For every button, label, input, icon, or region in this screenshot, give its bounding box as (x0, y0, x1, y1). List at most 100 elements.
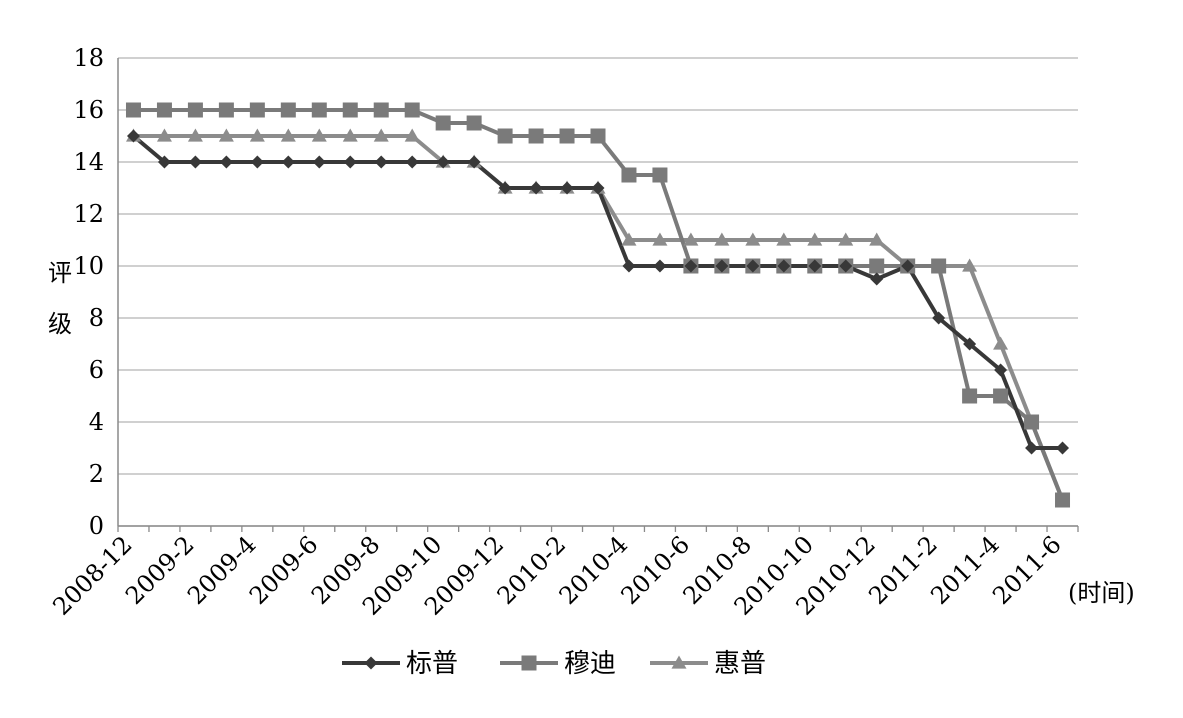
triangle-marker (404, 128, 420, 142)
diamond-marker (994, 363, 1008, 377)
square-marker (521, 655, 537, 671)
diamond-marker (1056, 441, 1070, 455)
legend-label: 惠普 (714, 649, 766, 679)
square-marker (528, 128, 544, 144)
x-tick-label: 2009-2 (120, 530, 200, 610)
triangle-marker (962, 258, 978, 272)
diamond-marker (126, 129, 140, 143)
x-tick-label: 2010-2 (492, 530, 572, 610)
axes (117, 58, 1079, 532)
square-marker (621, 167, 637, 183)
square-marker (652, 167, 668, 183)
diamond-marker (467, 155, 481, 169)
triangle-marker (838, 232, 854, 246)
grid-lines (118, 57, 1078, 527)
square-marker (1055, 492, 1071, 508)
x-tick-label: 2010-6 (616, 530, 696, 610)
y-axis-title-char-1: 评 (48, 259, 72, 287)
legend-label: 穆迪 (564, 649, 616, 679)
diamond-marker (653, 259, 667, 273)
square-marker (187, 102, 203, 118)
y-tick-label: 8 (89, 304, 104, 332)
diamond-marker (963, 337, 977, 351)
diamond-marker (343, 155, 357, 169)
y-tick-label: 4 (89, 408, 104, 436)
triangle-marker (776, 232, 792, 246)
square-marker (373, 102, 389, 118)
diamond-marker (591, 181, 605, 195)
diamond-marker (932, 311, 946, 325)
x-tick-label: 2009-6 (244, 530, 324, 610)
y-tick-label: 16 (73, 96, 104, 124)
diamond-marker (839, 259, 853, 273)
x-tick-label: 2011-6 (987, 530, 1067, 610)
triangle-marker (311, 128, 327, 142)
y-tick-label: 10 (73, 252, 104, 280)
square-marker (435, 115, 451, 131)
square-marker (869, 258, 885, 274)
triangle-marker (671, 655, 687, 669)
x-tick-label: 2008-12 (47, 530, 137, 620)
y-tick-labels: 0 2 4 6 8 10 12 14 16 18 (73, 44, 104, 540)
diamond-marker (777, 259, 791, 273)
series-line (133, 108, 1065, 501)
triangle-marker (373, 128, 389, 142)
square-marker (962, 388, 978, 404)
legend-label: 标普 (406, 649, 458, 679)
diamond-marker (622, 259, 636, 273)
x-tick-label: 2009-4 (182, 530, 262, 610)
triangle-marker (714, 232, 730, 246)
diamond-marker (374, 155, 388, 169)
triangle-marker (869, 232, 885, 246)
diamond-marker (560, 181, 574, 195)
square-marker (342, 102, 358, 118)
square-marker (249, 102, 265, 118)
y-tick-label: 12 (73, 200, 104, 228)
diamond-marker (157, 155, 171, 169)
diamond-marker (901, 259, 915, 273)
triangle-marker (993, 336, 1009, 350)
triangle-marker (745, 232, 761, 246)
diamond-marker (684, 259, 698, 273)
y-axis-title-char-2: 级 (48, 310, 72, 338)
triangle-marker (156, 128, 172, 142)
diamond-marker (870, 272, 884, 286)
square-marker (218, 102, 234, 118)
x-tick-label: 2011-4 (925, 530, 1005, 610)
diamond-marker (364, 656, 378, 670)
x-tick-label: 2010-4 (554, 530, 634, 610)
triangle-marker (187, 128, 203, 142)
square-marker (931, 258, 947, 274)
triangle-marker (807, 232, 823, 246)
diamond-marker (1025, 441, 1039, 455)
y-tick-label: 0 (89, 512, 104, 540)
diamond-marker (281, 155, 295, 169)
diamond-marker (808, 259, 822, 273)
diamond-marker (498, 181, 512, 195)
series-lines (132, 108, 1065, 501)
y-tick-label: 18 (73, 44, 104, 72)
y-tick-label: 6 (89, 356, 104, 384)
square-marker (311, 102, 327, 118)
square-marker (559, 128, 575, 144)
x-tick-label: 2011-2 (863, 530, 943, 610)
triangle-marker (280, 128, 296, 142)
square-marker (125, 102, 141, 118)
diamond-marker (312, 155, 326, 169)
triangle-marker (652, 232, 668, 246)
square-marker (466, 115, 482, 131)
legend: 标普 穆迪 惠普 (342, 649, 766, 679)
square-marker (993, 388, 1009, 404)
triangle-marker (218, 128, 234, 142)
square-marker (497, 128, 513, 144)
diamond-marker (715, 259, 729, 273)
square-marker (404, 102, 420, 118)
y-tick-label: 2 (89, 460, 104, 488)
triangle-marker (683, 232, 699, 246)
diamond-marker (436, 155, 450, 169)
x-tick-labels: 2008-122009-22009-42009-62009-82009-1020… (47, 530, 1066, 620)
series-markers (125, 102, 1071, 508)
square-marker (1024, 414, 1040, 430)
